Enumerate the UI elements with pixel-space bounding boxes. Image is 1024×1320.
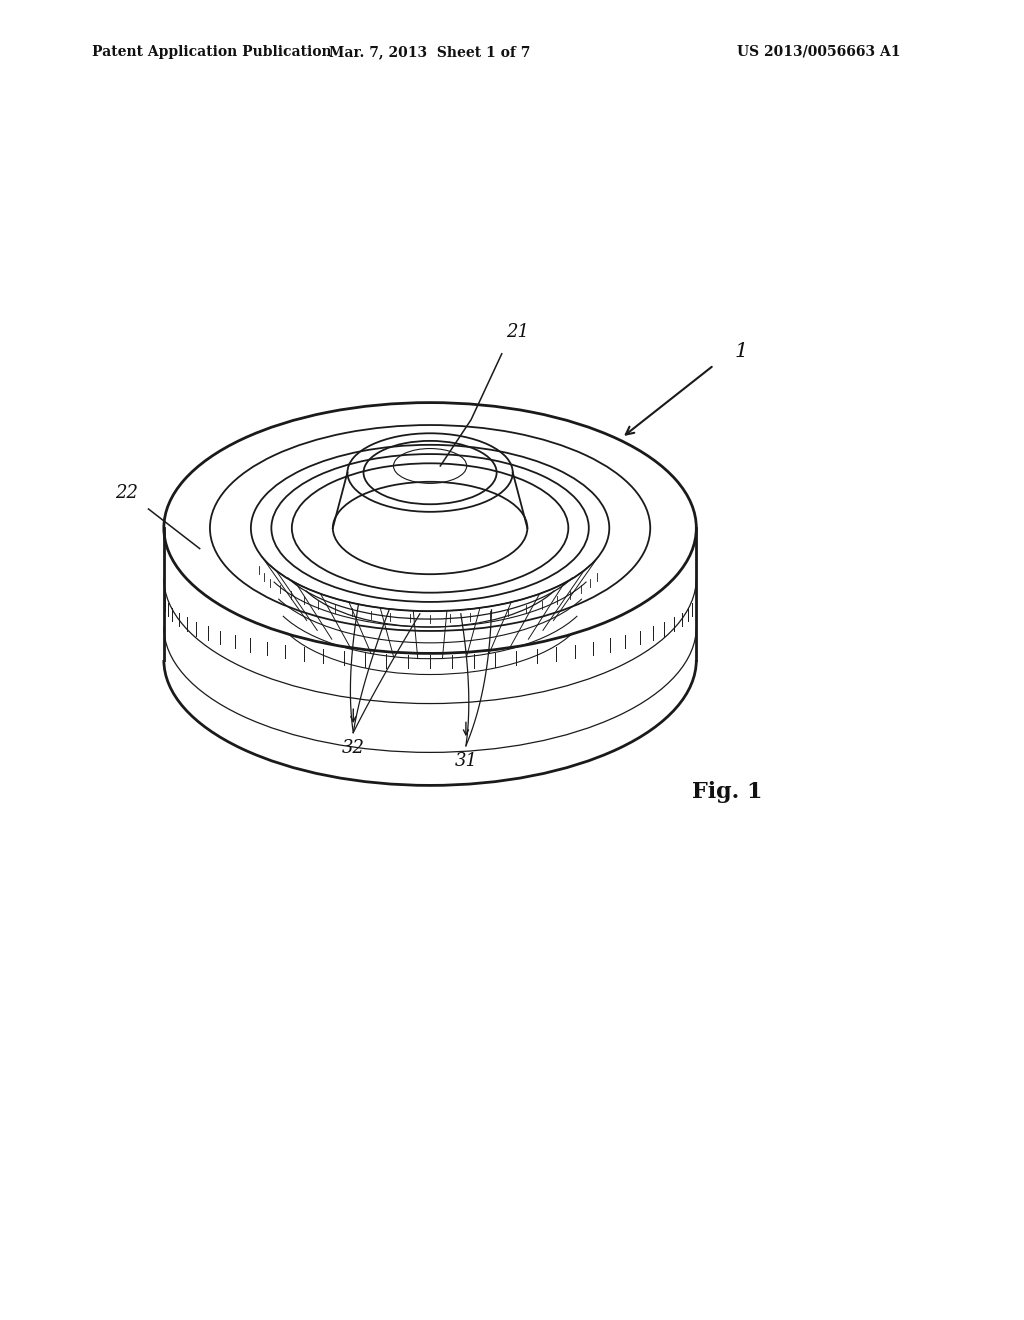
Text: 1: 1 [734,342,748,362]
Text: 22: 22 [116,484,138,503]
Text: 21: 21 [506,322,528,341]
Text: Patent Application Publication: Patent Application Publication [92,45,332,59]
Text: US 2013/0056663 A1: US 2013/0056663 A1 [737,45,901,59]
Text: Fig. 1: Fig. 1 [692,781,762,803]
Text: 31: 31 [455,752,477,771]
Text: 32: 32 [342,739,365,758]
Text: Mar. 7, 2013  Sheet 1 of 7: Mar. 7, 2013 Sheet 1 of 7 [330,45,530,59]
